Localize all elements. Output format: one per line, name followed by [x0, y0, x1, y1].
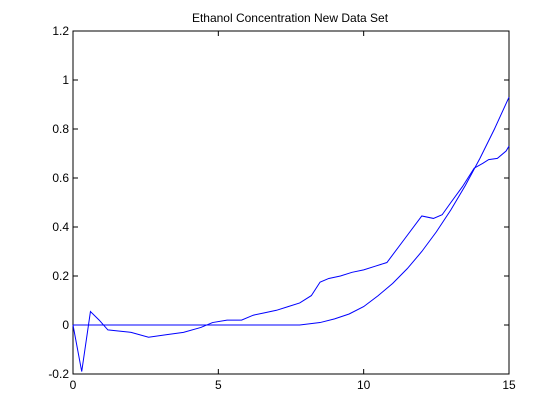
y-tick-label: 1.2 [52, 24, 69, 38]
chart-title: Ethanol Concentration New Data Set [192, 11, 389, 25]
y-tick-label: 0 [62, 318, 69, 332]
series-lines [72, 96, 510, 372]
y-tick-label: 0.2 [52, 269, 69, 283]
x-tick-label: 0 [70, 378, 77, 392]
x-tick-label: 10 [357, 378, 371, 392]
series-line-2 [73, 96, 510, 326]
y-tick-label: 1 [62, 73, 69, 87]
y-tick-label: 0.4 [52, 220, 69, 234]
y-tick-label: 0.6 [52, 171, 69, 185]
plot-area [72, 30, 510, 375]
y-tick-label: -0.2 [48, 367, 69, 381]
axis-tick-labels: 0 5 10 15-0.200.20.40.60.811.2 [48, 24, 516, 392]
y-tick-label: 0.8 [52, 122, 69, 136]
series-line-1 [72, 145, 510, 372]
x-tick-label: 15 [502, 378, 516, 392]
x-tick-label: 5 [215, 378, 222, 392]
